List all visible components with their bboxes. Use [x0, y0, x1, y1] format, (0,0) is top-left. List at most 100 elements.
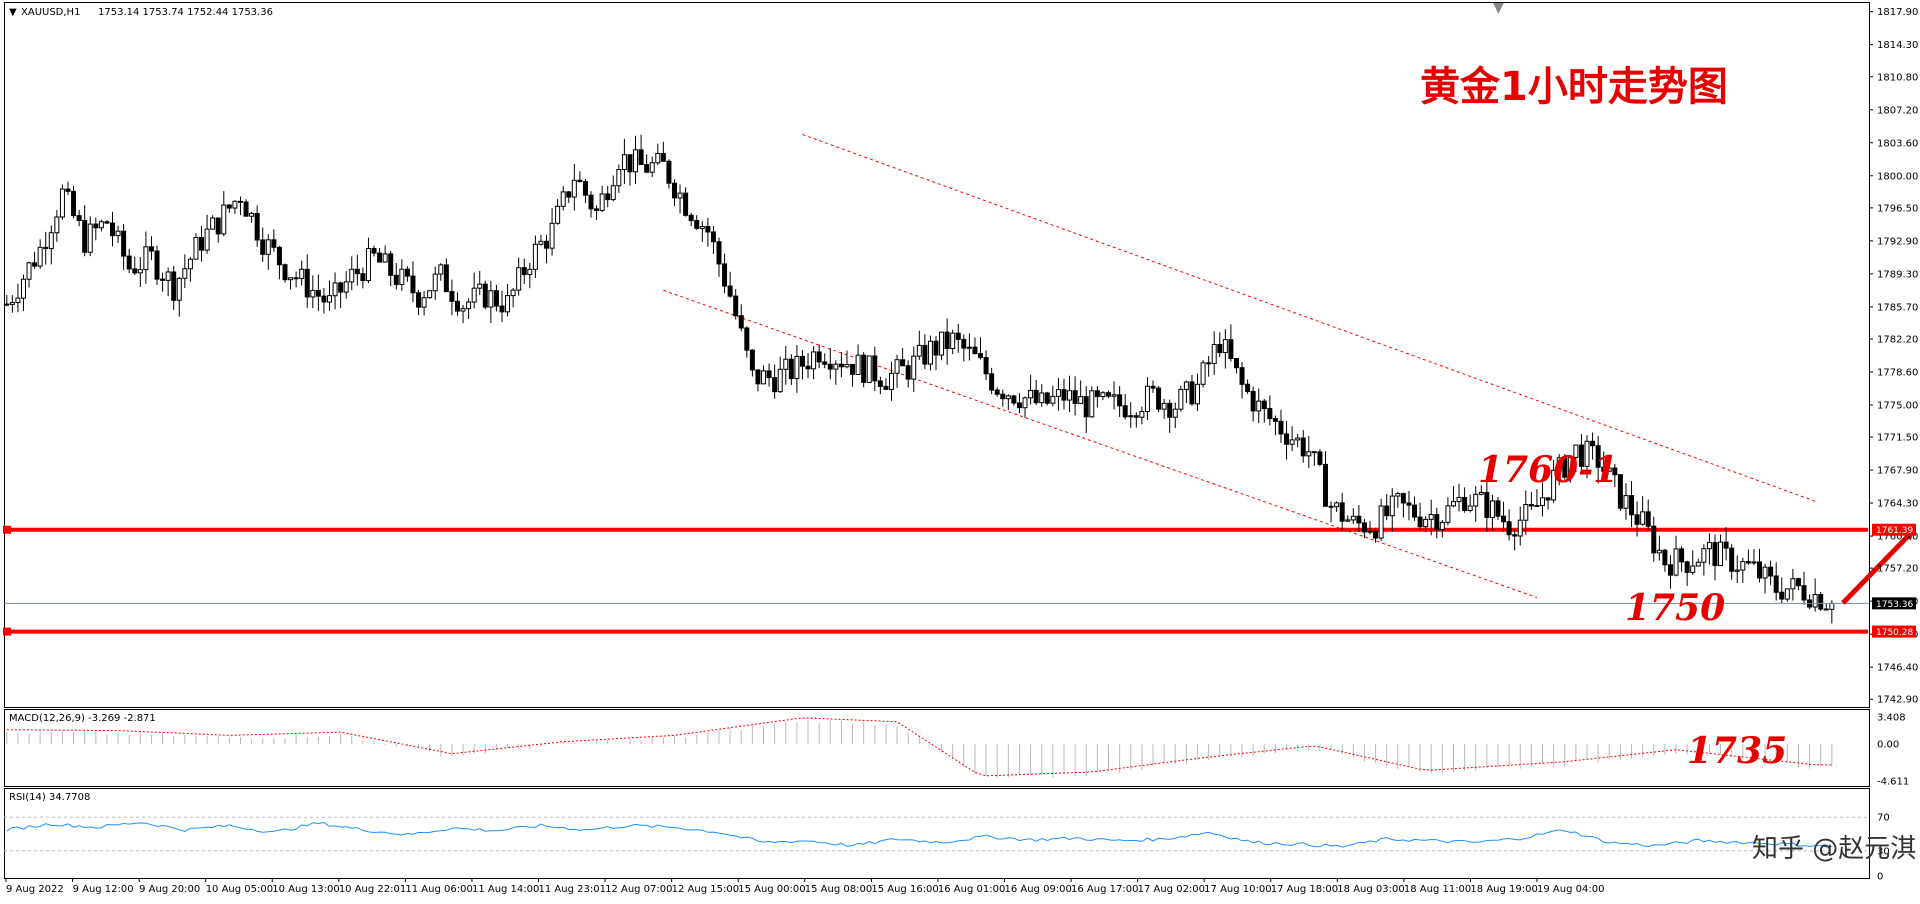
candle-down [822, 361, 828, 365]
candle-down [1373, 530, 1379, 539]
candle-down [1311, 451, 1317, 454]
candle-down [93, 223, 99, 229]
candle-up [365, 247, 371, 282]
candle-up [532, 243, 538, 270]
time-tick-label: 16 Aug 09:00 [1004, 884, 1071, 895]
candle-up [1539, 497, 1545, 507]
candle-up [1751, 561, 1757, 564]
candle-up [288, 277, 294, 281]
macd-tick-label: 3.408 [1877, 712, 1906, 723]
candle-up [54, 216, 60, 234]
candle-up [1567, 456, 1573, 478]
candle-down [1000, 393, 1006, 400]
candle-up [427, 290, 433, 299]
candle-down [805, 365, 811, 370]
candle-down [694, 220, 700, 229]
forecast-arrows[interactable] [1841, 529, 1920, 690]
candle-up [1489, 500, 1495, 518]
candle-up [1523, 504, 1529, 521]
candle-down [710, 231, 716, 243]
candle-up [477, 283, 483, 289]
candle-up [1055, 389, 1061, 397]
candle-down [32, 262, 38, 267]
candle-down [1317, 451, 1323, 465]
macd-tick-label: -4.611 [1877, 776, 1909, 787]
candle-up [37, 246, 43, 267]
candle-up [438, 264, 444, 275]
candle-down [1601, 466, 1607, 472]
candle-down [588, 194, 594, 210]
candle-down [282, 264, 288, 281]
candle-up [950, 332, 956, 350]
candle-down [627, 154, 633, 173]
candle-down [1590, 440, 1596, 447]
macd-axis: 3.408 0.00 -4.611 [1877, 712, 1909, 787]
candle-up [761, 370, 767, 385]
price-tags: 1761.39 1750.28 1753.36 [1872, 523, 1916, 638]
candle-up [115, 230, 121, 237]
candle-down [1072, 390, 1078, 404]
time-tick-label: 15 Aug 00:00 [738, 884, 805, 895]
candle-up [1534, 505, 1540, 508]
candle-down [1278, 420, 1284, 435]
candle-down [4, 303, 10, 306]
candle-up [1378, 505, 1384, 539]
candle-down [1044, 392, 1050, 404]
candle-up [1740, 561, 1746, 571]
candle-down [126, 255, 132, 270]
candle-up [299, 268, 305, 279]
candle-down [1117, 394, 1123, 407]
candle-up [1573, 444, 1579, 458]
chart-title-annotation: 黄金1小时走势图 [1420, 64, 1728, 110]
candle-up [844, 363, 850, 368]
candle-down [1245, 383, 1251, 392]
candle-down [638, 149, 644, 166]
candle-down [883, 385, 889, 390]
candle-up [1473, 493, 1479, 507]
candle-up [1161, 402, 1167, 410]
chart-header-triangle-icon[interactable]: ▼ [9, 7, 17, 18]
candle-up [343, 281, 349, 293]
candle-down [1061, 389, 1067, 401]
candle-down [961, 338, 967, 349]
candle-down [1595, 445, 1601, 468]
time-tick-label: 15 Aug 08:00 [805, 884, 872, 895]
candle-down [827, 363, 833, 370]
candle-down [171, 271, 177, 301]
candle-down [43, 246, 49, 250]
candle-up [137, 269, 143, 274]
candle-up [1623, 495, 1629, 509]
price-tick-label: 1807.20 [1877, 105, 1918, 116]
zhihu-watermark: 知乎 @赵元淇 [1752, 834, 1916, 864]
candle-up [15, 297, 21, 303]
candle-up [1195, 383, 1201, 405]
candle-down [1016, 402, 1022, 409]
candle-down [1729, 547, 1735, 572]
candle-up [87, 223, 93, 253]
candle-down [1133, 415, 1139, 418]
candle-up [1428, 514, 1434, 520]
macd-signal-line [6, 717, 1832, 777]
trend-channel[interactable] [663, 134, 1816, 598]
candle-up [1718, 541, 1724, 567]
macd-pane-frame [4, 709, 1870, 787]
candle-down [237, 200, 243, 203]
candle-up [1183, 381, 1189, 390]
candle-up [1128, 415, 1134, 418]
candle-up [1089, 390, 1095, 418]
support-price-tag [1872, 625, 1916, 638]
price-tick-label: 1746.40 [1877, 663, 1918, 674]
candle-up [310, 289, 316, 298]
candle-up [488, 290, 494, 308]
horizontal-levels[interactable] [3, 525, 1868, 636]
time-tick-label: 12 Aug 15:00 [672, 884, 739, 895]
candle-down [454, 300, 460, 312]
macd-indicator [6, 717, 1833, 778]
chart-shift-marker-icon[interactable]: ▼ [1493, 0, 1504, 16]
candle-down [1768, 566, 1774, 577]
candle-up [9, 301, 15, 305]
candle-up [249, 212, 255, 217]
candle-up [1790, 578, 1796, 590]
